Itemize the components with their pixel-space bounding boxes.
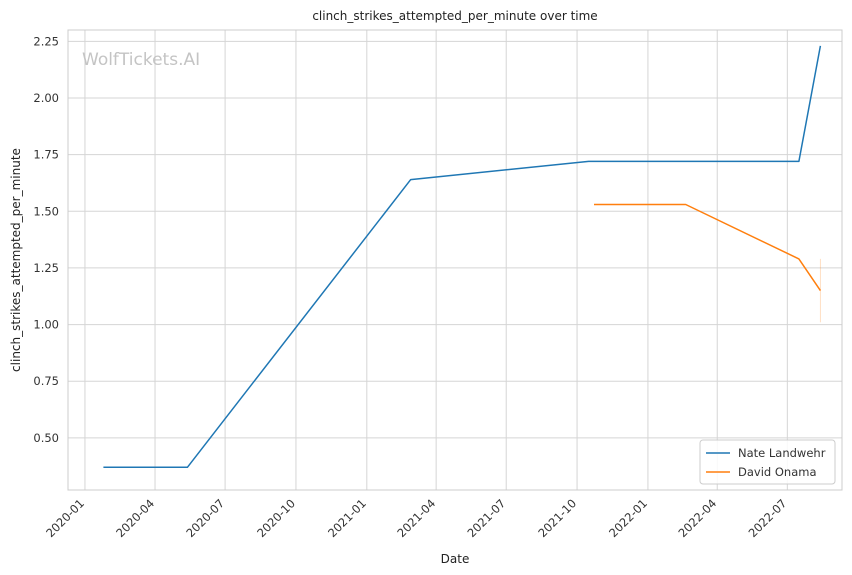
x-tick-label: 2021-04 [394, 496, 438, 540]
y-tick-label: 0.75 [33, 374, 59, 388]
y-tick-label: 0.50 [33, 431, 59, 445]
y-tick-label: 2.00 [33, 91, 59, 105]
x-tick-label: 2020-10 [254, 496, 298, 540]
x-axis-label: Date [441, 552, 470, 566]
x-tick-label: 2021-07 [464, 496, 508, 540]
y-tick-label: 1.50 [33, 204, 59, 218]
x-tick-label: 2020-04 [113, 496, 157, 540]
x-tick-label: 2020-01 [43, 496, 87, 540]
watermark: WolfTickets.AI [82, 50, 200, 70]
grid [68, 30, 842, 490]
x-tick-label: 2021-01 [325, 496, 369, 540]
x-tick-label: 2021-10 [535, 496, 579, 540]
plot-area [67, 29, 843, 491]
series-line-2 [594, 203, 822, 292]
y-tick-label: 2.25 [33, 34, 59, 48]
y-tick-label: 1.25 [33, 261, 59, 275]
x-tick-label: 2022-04 [675, 496, 719, 540]
y-axis-label: clinch_strikes_attempted_per_minute [9, 148, 23, 372]
y-tick-label: 1.00 [33, 318, 59, 332]
series-layer [103, 45, 822, 469]
legend-label: Nate Landwehr [738, 446, 826, 460]
x-tick-label: 2022-07 [746, 496, 790, 540]
x-tick-label: 2020-07 [183, 496, 227, 540]
tick-labels: 0.50 0.75 1.00 1.25 1.50 1.75 2.00 2.25 2020-01 2… [33, 34, 789, 540]
series-line-1 [103, 45, 822, 469]
legend: Nate Landwehr David Onama [699, 439, 836, 485]
x-tick-label: 2022-01 [606, 496, 650, 540]
legend-box [699, 439, 836, 485]
legend-label: David Onama [738, 465, 817, 479]
chart-title: clinch_strikes_attempted_per_minute over… [312, 9, 597, 23]
y-tick-label: 1.75 [33, 148, 59, 162]
